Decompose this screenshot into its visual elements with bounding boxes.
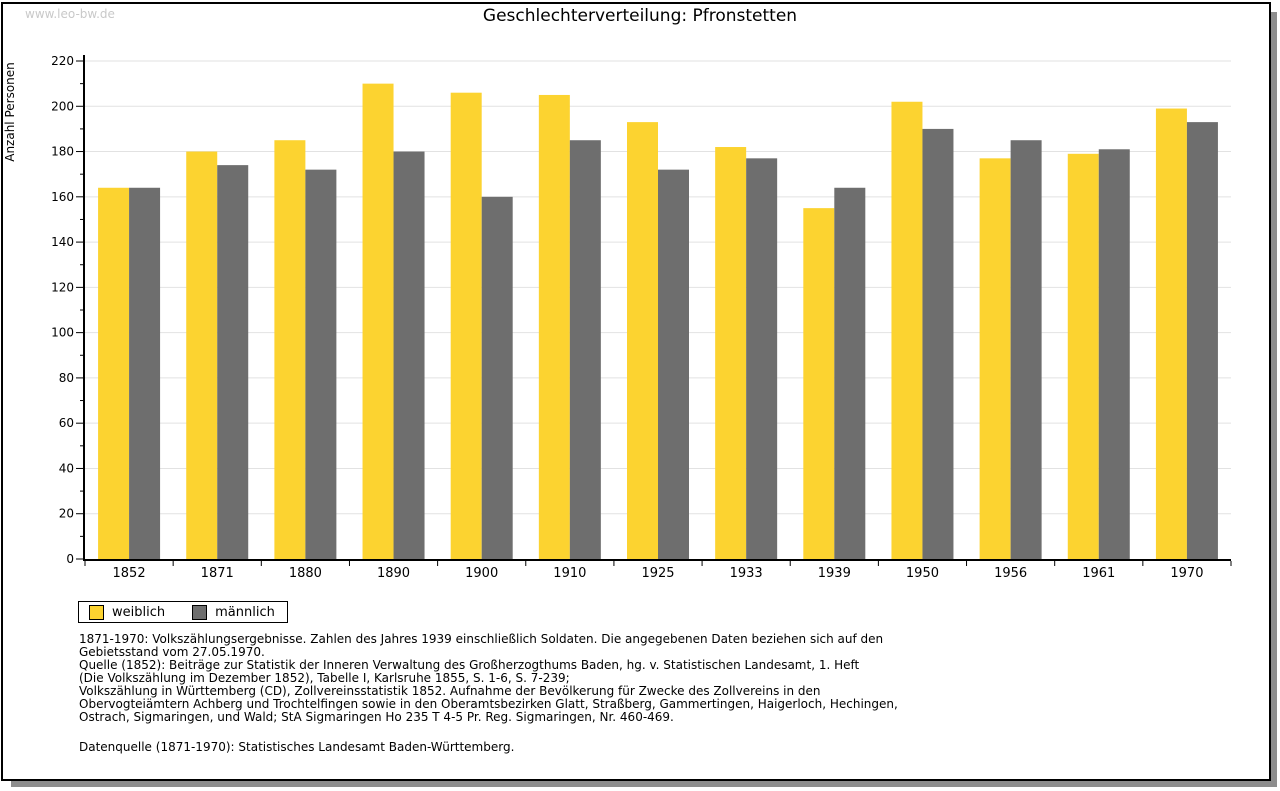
- x-label-1939: 1939: [818, 566, 851, 581]
- x-label-1871: 1871: [201, 566, 234, 581]
- datasource-line: Datenquelle (1871-1970): Statistisches L…: [79, 740, 515, 754]
- bar-männlich-1880: [305, 169, 337, 559]
- y-tick-label-0: 0: [66, 552, 74, 566]
- bar-männlich-1970: [1186, 122, 1218, 560]
- y-tick-label-60: 60: [59, 416, 74, 430]
- footnote-line: (Die Volkszählung im Dezember 1852), Tab…: [79, 671, 570, 685]
- legend-swatch-maennlich: [192, 604, 208, 620]
- x-label-1970: 1970: [1170, 566, 1203, 581]
- x-label-1933: 1933: [730, 566, 763, 581]
- bar-männlich-1956: [1010, 140, 1042, 559]
- bar-männlich-1910: [569, 140, 601, 559]
- footnote-line: 1871-1970: Volkszählungsergebnisse. Zahl…: [79, 632, 884, 646]
- x-label-1880: 1880: [289, 566, 322, 581]
- legend-label-maennlich: männlich: [215, 604, 275, 620]
- bar-weiblich-1900: [450, 92, 482, 559]
- bar-weiblich-1956: [979, 158, 1011, 559]
- bar-weiblich-1871: [186, 151, 218, 559]
- bar-männlich-1925: [658, 169, 689, 559]
- bar-weiblich-1933: [715, 147, 747, 559]
- bar-männlich-1939: [834, 187, 866, 559]
- bar-weiblich-1852: [98, 187, 130, 559]
- bar-männlich-1871: [217, 165, 249, 560]
- footnote-line: Obervogteiämtern Achberg und Trochtelfin…: [79, 697, 898, 711]
- y-tick-label-220: 220: [51, 54, 74, 68]
- y-tick-label-180: 180: [51, 145, 74, 159]
- y-tick-label-20: 20: [59, 507, 74, 521]
- y-tick-label-80: 80: [59, 371, 74, 385]
- x-label-1925: 1925: [641, 566, 674, 581]
- y-tick-label-40: 40: [59, 461, 74, 475]
- y-tick-label-140: 140: [51, 235, 74, 249]
- footnote-line: Quelle (1852): Beiträge zur Statistik de…: [79, 658, 860, 672]
- x-label-1956: 1956: [994, 566, 1027, 581]
- watermark: www.leo-bw.de: [25, 7, 115, 21]
- legend-label-weiblich: weiblich: [112, 604, 166, 620]
- x-label-1950: 1950: [906, 566, 939, 581]
- bar-männlich-1933: [746, 158, 778, 559]
- x-label-1900: 1900: [465, 566, 498, 581]
- bar-männlich-1961: [1098, 149, 1130, 560]
- footnote-line: Ostrach, Sigmaringen, und Wald; StA Sigm…: [79, 710, 674, 724]
- chart-canvas: 0 20 40 60 80 100 120 140 160 180 200 220 1852 1871 18…: [3, 54, 1232, 581]
- legend: weiblich männlich: [78, 601, 288, 623]
- bar-weiblich-1880: [274, 140, 306, 559]
- bar-weiblich-1910: [538, 94, 570, 560]
- bar-männlich-1900: [481, 196, 513, 559]
- bar-männlich-1890: [393, 151, 425, 559]
- x-label-1910: 1910: [553, 566, 586, 581]
- y-tick-label-200: 200: [51, 99, 74, 113]
- bar-weiblich-1970: [1155, 108, 1187, 559]
- bar-männlich-1852: [129, 187, 161, 559]
- bar-weiblich-1961: [1067, 153, 1099, 560]
- x-label-1961: 1961: [1082, 566, 1115, 581]
- bar-männlich-1950: [922, 128, 954, 559]
- bar-weiblich-1950: [891, 101, 923, 559]
- y-tick-label-160: 160: [51, 190, 74, 204]
- y-axis-title: Anzahl Personen: [3, 62, 17, 162]
- x-label-1852: 1852: [113, 566, 146, 581]
- footnotes: 1871-1970: Volkszählungsergebnisse. Zahl…: [79, 633, 898, 724]
- legend-swatch-weiblich: [89, 604, 104, 620]
- bar-weiblich-1939: [803, 208, 835, 560]
- bar-weiblich-1925: [627, 122, 658, 560]
- footnote-line: Gebietsstand vom 27.05.1970.: [79, 645, 265, 659]
- y-tick-label-100: 100: [51, 326, 74, 340]
- x-label-1890: 1890: [377, 566, 410, 581]
- page-title: Geschlechterverteilung: Pfronstetten: [482, 6, 798, 26]
- bar-weiblich-1890: [362, 83, 394, 560]
- footnote-line: Volkszählung in Württemberg (CD), Zollve…: [79, 684, 821, 698]
- y-tick-label-120: 120: [51, 280, 74, 294]
